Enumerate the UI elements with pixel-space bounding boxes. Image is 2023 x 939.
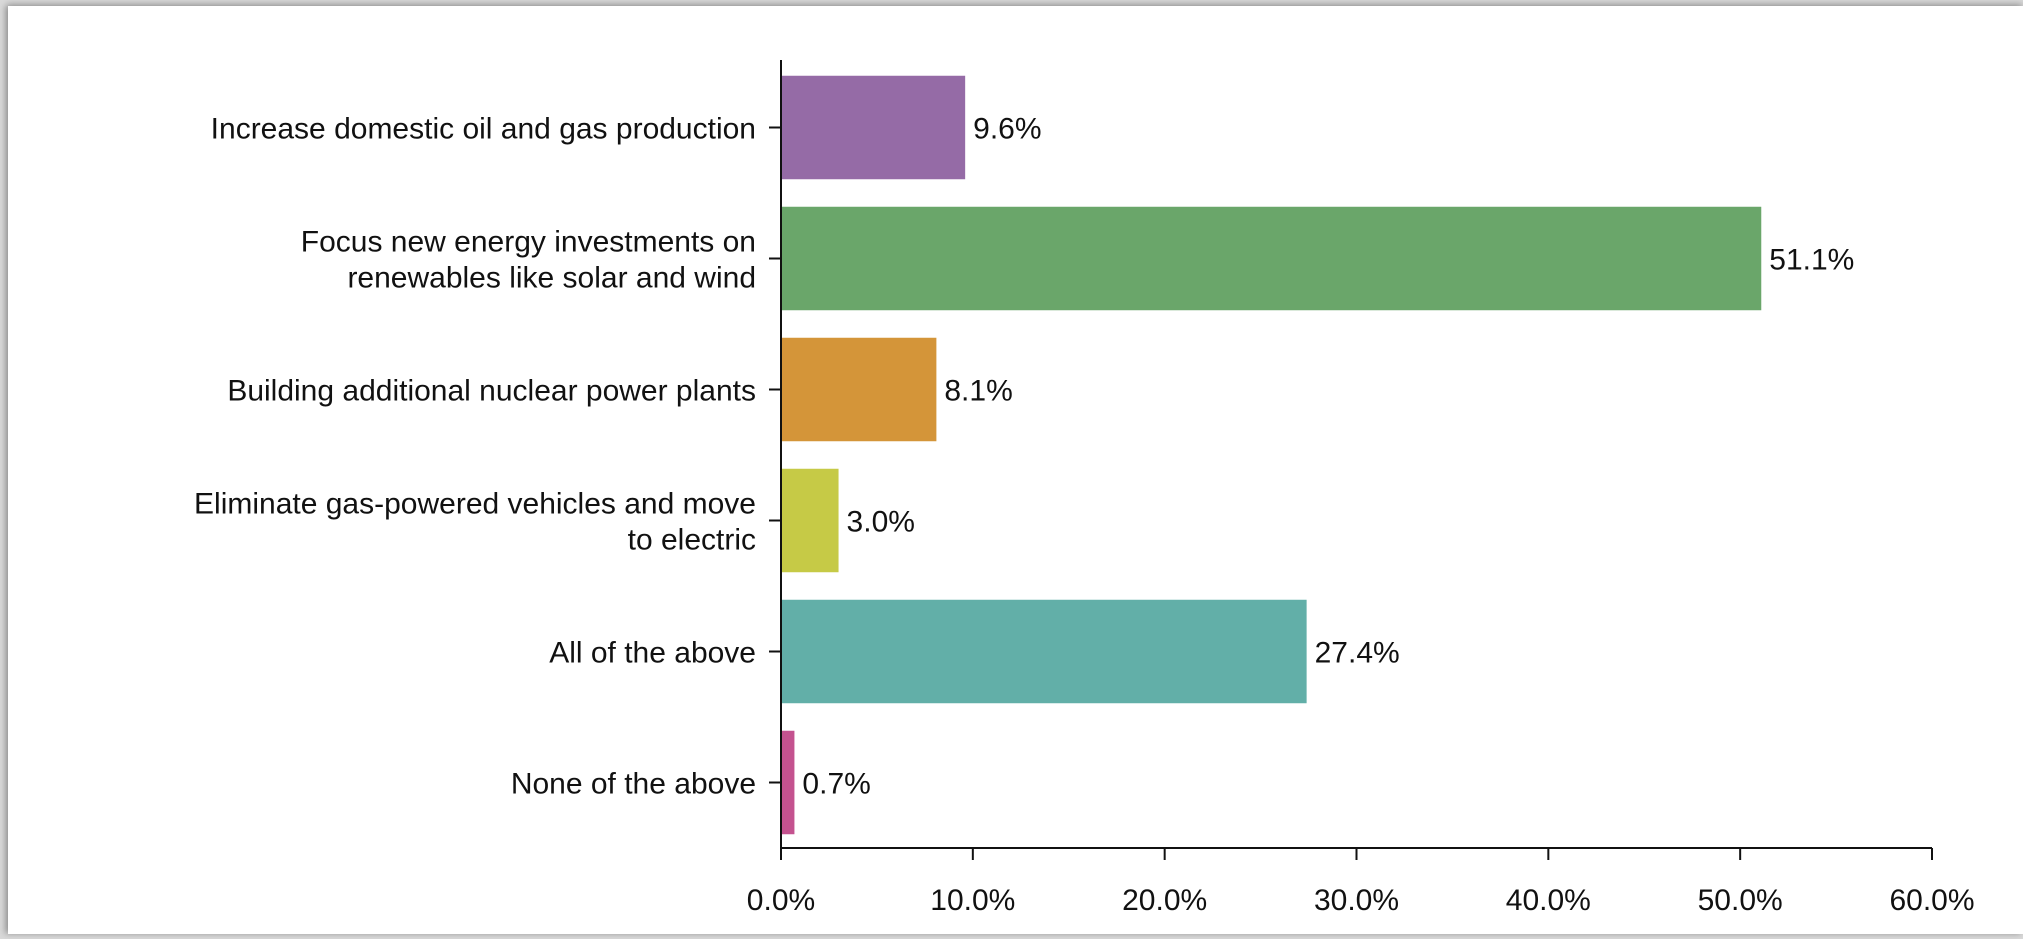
bar (781, 599, 1307, 704)
bars-group (781, 75, 1762, 835)
category-label: Focus new energy investments on (301, 226, 756, 259)
data-label: 9.6% (973, 113, 1041, 146)
category-label: All of the above (549, 637, 756, 670)
bar (781, 75, 966, 180)
category-label: Eliminate gas-powered vehicles and move (194, 488, 756, 521)
x-tick-label: 60.0% (1889, 884, 1974, 917)
data-label: 8.1% (944, 375, 1012, 408)
data-label: 3.0% (847, 506, 915, 539)
data-label: 51.1% (1769, 244, 1854, 277)
category-label: Building additional nuclear power plants (227, 375, 756, 408)
bar (781, 337, 937, 442)
x-tick-label: 30.0% (1314, 884, 1399, 917)
axes-group (769, 60, 1933, 860)
data-label: 27.4% (1315, 637, 1400, 670)
data-label: 0.7% (802, 768, 870, 801)
category-label: renewables like solar and wind (347, 262, 756, 295)
x-tick-label: 10.0% (930, 884, 1015, 917)
x-tick-label: 20.0% (1122, 884, 1207, 917)
bar (781, 468, 839, 573)
category-label: to electric (628, 524, 756, 557)
chart-frame: 9.6% Increase domestic oil and gas produc… (8, 6, 2023, 934)
bar (781, 206, 1762, 311)
x-tick-label: 40.0% (1506, 884, 1591, 917)
category-label: Increase domestic oil and gas production (211, 113, 756, 146)
x-tick-label: 50.0% (1698, 884, 1783, 917)
bar-chart: 9.6% Increase domestic oil and gas produc… (194, 60, 1975, 918)
labels-group: 9.6% Increase domestic oil and gas produc… (194, 113, 1975, 918)
category-label: None of the above (511, 768, 756, 801)
x-tick-label: 0.0% (747, 884, 815, 917)
bar (781, 730, 795, 835)
